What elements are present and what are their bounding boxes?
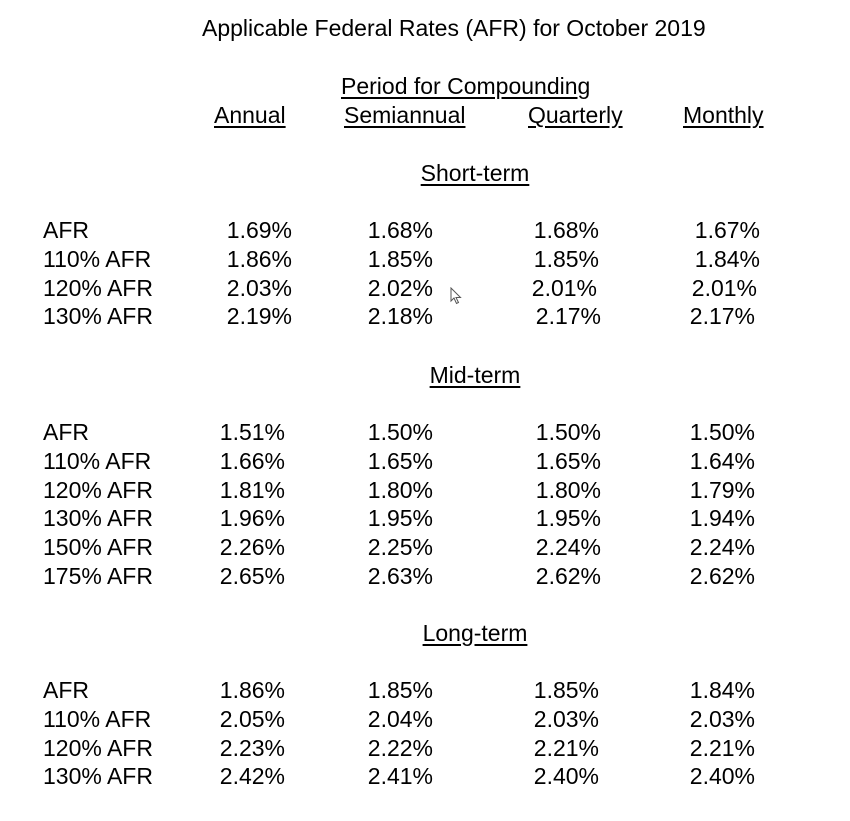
rate-cell-semiannual: 1.65% xyxy=(367,447,433,474)
rate-cell-annual: 2.42% xyxy=(219,763,285,790)
rate-cell-monthly: 1.84% xyxy=(689,677,755,703)
rate-cell-semiannual: 2.41% xyxy=(367,763,433,790)
row-label: 150% AFR xyxy=(43,534,153,561)
document-title: Applicable Federal Rates (AFR) for Octob… xyxy=(202,15,706,41)
rate-cell-annual: 1.51% xyxy=(219,419,285,445)
rate-cell-quarterly: 2.01% xyxy=(531,274,597,301)
rate-cell-semiannual: 2.02% xyxy=(367,274,433,301)
rate-cell-monthly: 2.21% xyxy=(689,734,755,761)
rate-cell-quarterly: 2.62% xyxy=(535,563,601,589)
rate-cell-annual: 2.26% xyxy=(219,534,285,561)
rate-cell-semiannual: 2.18% xyxy=(367,303,433,330)
rate-cell-semiannual: 1.80% xyxy=(367,476,433,503)
rate-cell-quarterly: 1.50% xyxy=(535,419,601,445)
rate-cell-quarterly: 2.17% xyxy=(535,303,601,330)
rate-cell-quarterly: 1.85% xyxy=(533,245,599,272)
rate-cell-monthly: 2.62% xyxy=(689,563,755,589)
rate-cell-annual: 1.86% xyxy=(226,245,292,272)
rate-cell-semiannual: 1.85% xyxy=(367,677,433,703)
rate-cell-annual: 2.65% xyxy=(219,563,285,589)
rate-cell-annual: 2.23% xyxy=(219,734,285,761)
rate-cell-annual: 1.96% xyxy=(219,505,285,532)
column-header-monthly: Monthly xyxy=(683,102,764,128)
rate-cell-semiannual: 1.95% xyxy=(367,505,433,532)
section-title-short-term: Short-term xyxy=(420,160,530,186)
rate-cell-monthly: 2.03% xyxy=(689,705,755,732)
row-label: 120% AFR xyxy=(43,274,153,301)
rate-cell-quarterly: 2.40% xyxy=(533,763,599,790)
column-header-semiannual: Semiannual xyxy=(344,102,466,128)
rate-cell-annual: 2.19% xyxy=(226,303,292,330)
rate-cell-monthly: 1.67% xyxy=(694,217,760,243)
row-label: 130% AFR xyxy=(43,505,153,532)
rate-cell-quarterly: 2.24% xyxy=(535,534,601,561)
rate-cell-monthly: 1.79% xyxy=(689,476,755,503)
row-label: 120% AFR xyxy=(43,476,153,503)
rate-cell-semiannual: 1.50% xyxy=(367,419,433,445)
row-label: 110% AFR xyxy=(43,447,152,474)
rate-cell-annual: 1.66% xyxy=(219,447,285,474)
rate-cell-annual: 1.69% xyxy=(226,217,292,243)
rate-cell-semiannual: 1.85% xyxy=(367,245,433,272)
rate-cell-quarterly: 1.65% xyxy=(535,447,601,474)
rate-cell-annual: 1.81% xyxy=(219,476,285,503)
row-label: 110% AFR xyxy=(43,245,152,272)
rate-cell-quarterly: 2.21% xyxy=(533,734,599,761)
rate-cell-monthly: 1.84% xyxy=(694,245,760,272)
rate-cell-semiannual: 2.22% xyxy=(367,734,433,761)
rate-cell-monthly: 2.40% xyxy=(689,763,755,790)
rate-cell-annual: 2.05% xyxy=(219,705,285,732)
rate-cell-monthly: 2.01% xyxy=(691,274,757,301)
rate-cell-quarterly: 1.95% xyxy=(535,505,601,532)
rate-cell-semiannual: 2.25% xyxy=(367,534,433,561)
column-header-annual: Annual xyxy=(214,102,286,128)
rate-cell-monthly: 2.17% xyxy=(689,303,755,330)
row-label: AFR xyxy=(43,419,89,445)
period-heading: Period for Compounding xyxy=(341,73,591,99)
row-label: AFR xyxy=(43,217,89,243)
rate-cell-quarterly: 1.80% xyxy=(535,476,601,503)
rate-cell-quarterly: 1.68% xyxy=(533,217,599,243)
rate-cell-semiannual: 2.63% xyxy=(367,563,433,589)
rate-cell-monthly: 1.94% xyxy=(689,505,755,532)
section-title-long-term: Long-term xyxy=(422,620,528,646)
row-label: 130% AFR xyxy=(43,303,153,330)
rate-cell-monthly: 1.64% xyxy=(689,447,755,474)
rate-cell-semiannual: 2.04% xyxy=(367,705,433,732)
rate-cell-annual: 1.86% xyxy=(219,677,285,703)
row-label: 110% AFR xyxy=(43,705,152,732)
rate-cell-semiannual: 1.68% xyxy=(367,217,433,243)
rate-cell-annual: 2.03% xyxy=(226,274,292,301)
row-label: 175% AFR xyxy=(43,563,153,589)
mouse-pointer-icon xyxy=(450,287,462,305)
column-header-quarterly: Quarterly xyxy=(528,102,623,128)
rate-cell-monthly: 1.50% xyxy=(689,419,755,445)
row-label: 130% AFR xyxy=(43,763,153,790)
rate-cell-monthly: 2.24% xyxy=(689,534,755,561)
rate-cell-quarterly: 2.03% xyxy=(533,705,599,732)
rate-cell-quarterly: 1.85% xyxy=(533,677,599,703)
row-label: 120% AFR xyxy=(43,734,153,761)
section-title-mid-term: Mid-term xyxy=(429,362,521,388)
row-label: AFR xyxy=(43,677,89,703)
